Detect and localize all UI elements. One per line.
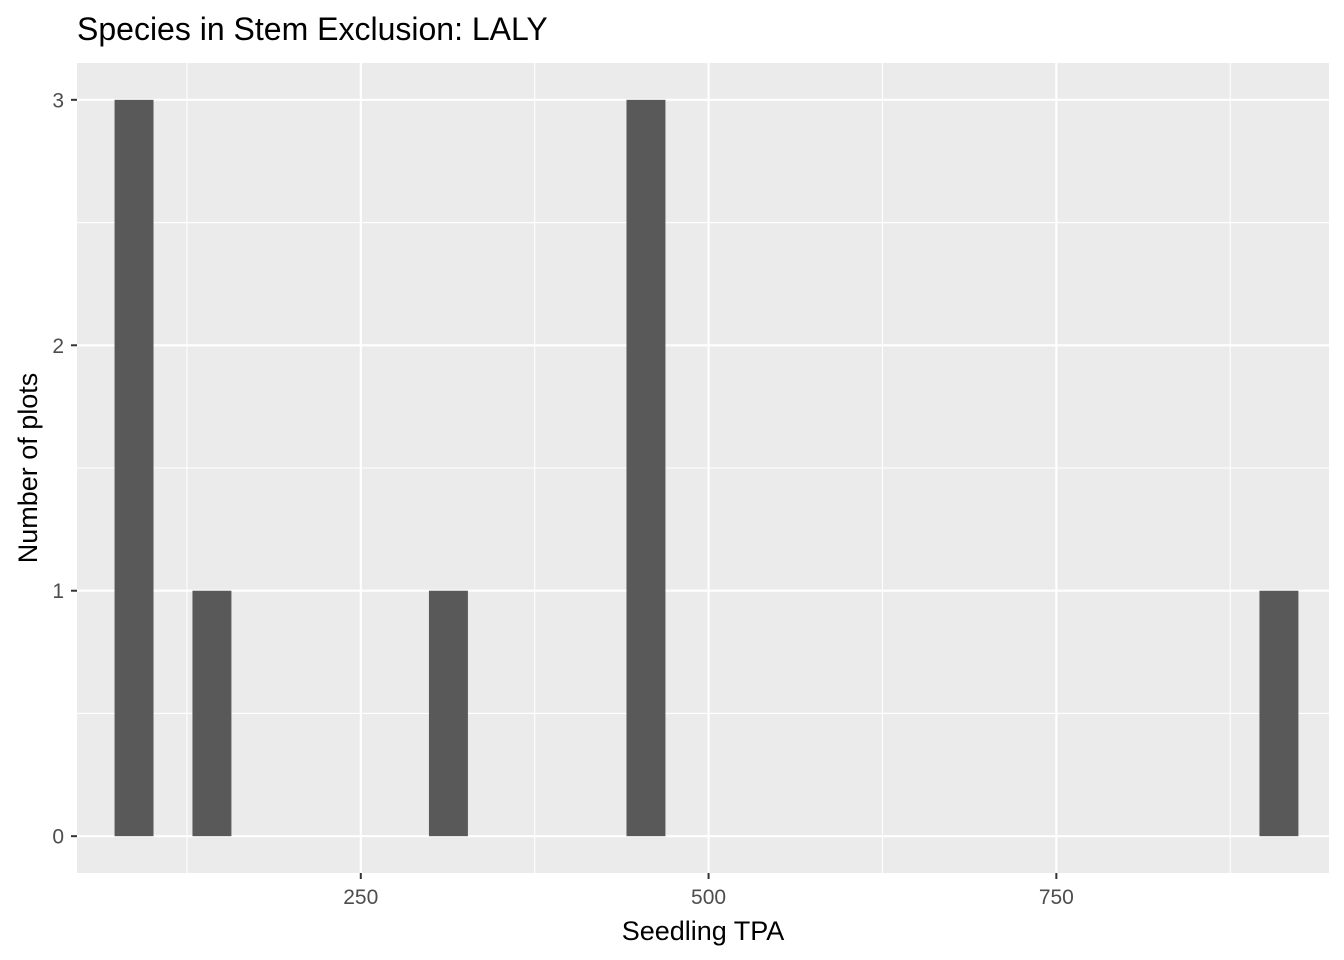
histogram-bar [626,99,666,837]
histogram-bar [192,590,232,837]
y-tick-label: 0 [52,826,64,849]
minor-gridlines [77,63,1329,873]
y-tick-label: 2 [52,335,64,358]
y-axis-title: Number of plots [13,373,43,564]
histogram-bar [1259,590,1299,837]
histogram-bar [428,590,468,837]
x-tick-label: 250 [343,886,378,909]
y-tick-label: 1 [52,580,64,603]
x-axis: 250 500 750 [343,873,1074,909]
x-tick-label: 500 [691,886,726,909]
x-tick-label: 750 [1039,886,1074,909]
histogram-bar [114,99,154,837]
histogram-bars [114,99,1299,837]
major-gridlines [77,63,1329,873]
y-tick-label: 3 [52,89,64,112]
chart-title: Species in Stem Exclusion: LALY [77,11,548,47]
y-axis: 0 1 2 3 [52,89,77,849]
x-axis-title: Seedling TPA [622,916,785,946]
